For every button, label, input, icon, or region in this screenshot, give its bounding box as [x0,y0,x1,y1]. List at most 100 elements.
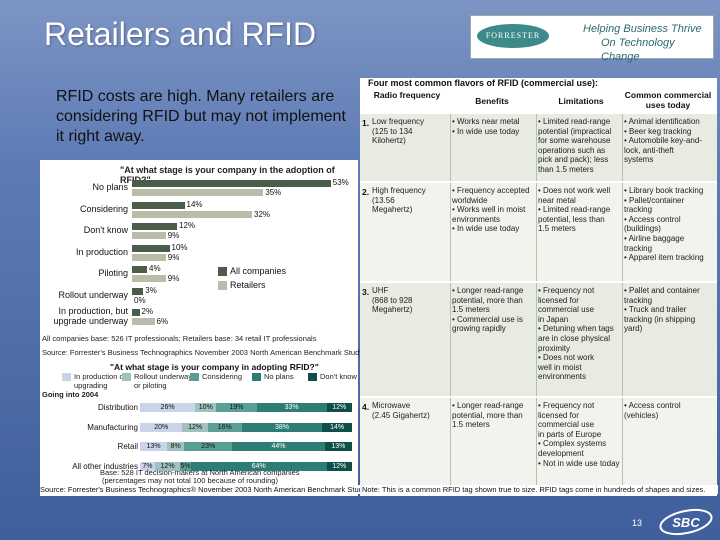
rfid-column-divider [450,398,451,494]
rfid-row: 4. Microwave (2.45 Gigahertz) • Longer read… [360,398,717,494]
stacked-legend-swatch [252,373,261,381]
rfid-cell-line: • Access control [624,214,681,224]
rfid-cell-line: tracking [624,243,653,253]
rfid-cell-uses: • Access control (vehicles) [624,401,716,420]
rfid-cell-line: yard) [624,324,643,334]
stacked-segment: 23% [184,442,233,451]
bar-retailers [132,275,166,282]
rfid-row-number: 3. [362,287,370,297]
rfid-cell-benefits: • Works near metal • In wide use today [452,117,536,136]
rfid-cell-line: • Library book tracking [624,186,704,195]
rfid-cell-line: (2.45 Gigahertz) [372,410,430,420]
rfid-cell-line: 1.5 meters [538,224,576,234]
rfid-cell-line: for some warehouse [538,136,611,146]
rfid-cell-line: potential, more than [452,295,523,305]
rfid-cell-line: growing rapidly [452,324,506,334]
rfid-cell-line: • Truck and trailer [624,305,687,315]
rfid-cell-line: (13.56 [372,195,395,205]
stacked-segment: 13% [324,442,352,451]
bar-all-companies [132,180,331,187]
rfid-cell-line: than 1.5 meters [538,164,594,174]
adoption-base-note: All companies base: 526 IT professionals… [42,334,317,343]
rfid-cell-line: in parts of Europe [538,429,602,439]
rfid-cell-line: environments [452,214,501,224]
value-all-companies: 53% [332,178,349,187]
rfid-cell-line: (vehicles) [624,410,659,420]
rfid-cell-line: • Frequency not [538,401,595,410]
stacked-segment: 14% [322,422,352,432]
rfid-column-divider [622,183,623,281]
rfid-cell-line: Microwave [372,401,411,410]
header-limitations: Limitations [558,96,604,106]
stacked-row-label: All other industries [72,461,138,471]
stacked-base-note-2: (percentages may not total 100 because o… [102,476,278,485]
rfid-cell-line: • Pallet/container [624,195,685,205]
rfid-cell-line: (buildings) [624,224,661,234]
adoption-charts-panel: "At what stage is your company in the ad… [40,160,363,496]
rfid-cell-limitations: • Frequency not licensed for commercial us… [538,286,622,382]
rfid-cell-line: High frequency [372,186,426,195]
stacked-segment: 12% [326,461,352,471]
rfid-cell-line: • Works well in moist [452,205,526,215]
slide-subtitle: RFID costs are high. Many retailers are … [56,88,346,145]
bar-retailers [132,253,166,261]
bar-all-companies [132,244,170,252]
rfid-row-number: 4. [362,402,370,412]
rfid-column-divider [622,398,623,494]
rfid-cell-frequency: UHF (868 to 928 Megahertz) [372,286,448,315]
rfid-cell-line: tracking (in shipping [624,314,696,324]
value-all-companies: 12% [179,221,196,230]
rfid-cell-line: Megahertz) [372,205,413,215]
stacked-segment: 19% [216,403,257,412]
rfid-cell-limitations: • Does not work well near metal • Limited … [538,186,622,234]
rfid-cell-uses: • Pallet and container tracking • Truck an… [624,286,716,334]
rfid-cell-line: tracking [624,205,653,215]
rfid-cell-uses: • Library book tracking • Pallet/containe… [624,186,716,263]
value-all-companies: 3% [145,285,157,295]
rfid-cell-line: • In wide use today [452,224,520,234]
value-retailers: 9% [167,274,180,283]
tagline-line-1: Helping Business Thrive [583,23,702,35]
stacked-legend-label: Rollout underway or piloting [134,372,192,390]
adoption-row-label: Considering [79,203,128,214]
rfid-cell-line: proximity [538,343,571,353]
rfid-row: 1. Low frequency (125 to 134 Kilohertz) • Wo… [360,114,717,181]
bar-retailers [132,318,155,325]
rfid-cell-line: licensed for [538,410,579,420]
rfid-column-divider [536,283,537,396]
bar-all-companies [132,309,140,316]
rfid-row: 3. UHF (868 to 928 Megahertz) • Longer read-… [360,283,717,396]
rfid-cell-line: • In wide use today [452,126,520,136]
rfid-cell-line: tracking [624,295,653,305]
rfid-cell-line: • Does not work well [538,186,611,195]
stacked-legend-label: In production or upgrading [74,372,127,390]
bar-all-companies [132,201,185,209]
header-benefits: Benefits [475,96,509,106]
stacked-row-label: Distribution [97,403,138,412]
value-all-companies: 4% [149,264,161,273]
header-common-uses: Common commercial uses today [624,90,712,110]
rfid-row: 2. High frequency (13.56 Megahertz) • Freque… [360,183,717,281]
rfid-cell-line: • Apparel item tracking [624,253,704,263]
slide-title: Retailers and RFID [44,16,317,52]
adoption-row: Rollout underway 3% 0% [40,285,358,316]
rfid-cell-line: • Airline baggage [624,233,685,243]
rfid-cell-line: pick and pack); less [538,155,609,165]
going-into-label: Going into 2004 [42,390,99,399]
rfid-cell-line: systems [624,155,654,165]
rfid-column-divider [536,398,537,494]
rfid-cell-line: 1.5 meters [452,420,490,430]
forrester-tagline: Helping Business Thrive On Technology Ch… [583,22,708,64]
stacked-row-label: Manufacturing [87,422,138,432]
rfid-column-divider [622,114,623,181]
stacked-chart-question: "At what stage is your company in adopti… [110,362,319,372]
rfid-cell-benefits: • Longer read-range potential, more than 1… [452,401,536,430]
stacked-legend-label: No plans [264,372,294,381]
rfid-row-number: 1. [362,118,370,128]
rfid-cell-line: Low frequency [372,117,425,126]
rfid-cell-line: • Access control [624,401,681,410]
sbc-logo-ring [659,508,713,536]
rfid-cell-line: in Japan [538,314,569,324]
adoption-row-label: Rollout underway [58,289,128,300]
rfid-cell-line: are in close physical [538,333,611,343]
